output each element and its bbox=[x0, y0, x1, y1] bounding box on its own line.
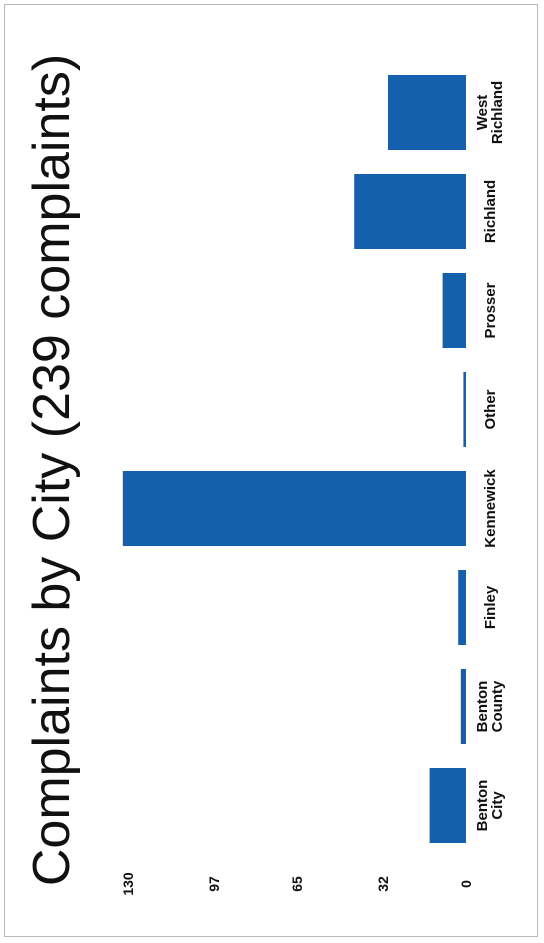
bar bbox=[354, 174, 466, 249]
category-label: BentonCounty bbox=[474, 680, 506, 732]
category-label-line: Kennewick bbox=[482, 469, 499, 548]
category-label-line: Benton bbox=[474, 780, 491, 832]
bar bbox=[388, 75, 466, 150]
y-tick-label: 97 bbox=[206, 876, 222, 892]
category-label: WestRichland bbox=[474, 81, 506, 144]
category-label-line: West bbox=[474, 95, 491, 131]
category-label-line: Benton bbox=[474, 681, 491, 733]
category-label: Prosser bbox=[482, 282, 499, 338]
category-label: Finley bbox=[482, 585, 499, 629]
category-label: BentonCity bbox=[474, 780, 506, 832]
bar bbox=[429, 768, 466, 843]
bar bbox=[460, 669, 466, 744]
y-tick-label: 32 bbox=[375, 876, 391, 892]
category-label-line: Other bbox=[482, 389, 499, 429]
bar bbox=[122, 471, 467, 546]
category-label-line: City bbox=[489, 791, 506, 820]
y-tick-label: 65 bbox=[289, 876, 305, 892]
bar bbox=[442, 273, 466, 348]
y-tick-label: 0 bbox=[458, 880, 474, 888]
y-tick-label: 130 bbox=[120, 872, 136, 896]
category-label-line: Richland bbox=[489, 81, 506, 144]
category-label: Richland bbox=[482, 180, 499, 243]
category-label-line: County bbox=[489, 680, 506, 732]
bar bbox=[463, 372, 466, 447]
category-label-line: Prosser bbox=[482, 282, 499, 338]
category-label: Other bbox=[482, 389, 499, 429]
category-label-line: Richland bbox=[482, 180, 499, 243]
plot-area bbox=[122, 75, 467, 843]
category-label: Kennewick bbox=[482, 469, 499, 548]
category-label-line: Finley bbox=[482, 585, 499, 629]
chart-title: Complaints by City (239 complaints) bbox=[23, 54, 81, 886]
bar bbox=[458, 570, 466, 645]
